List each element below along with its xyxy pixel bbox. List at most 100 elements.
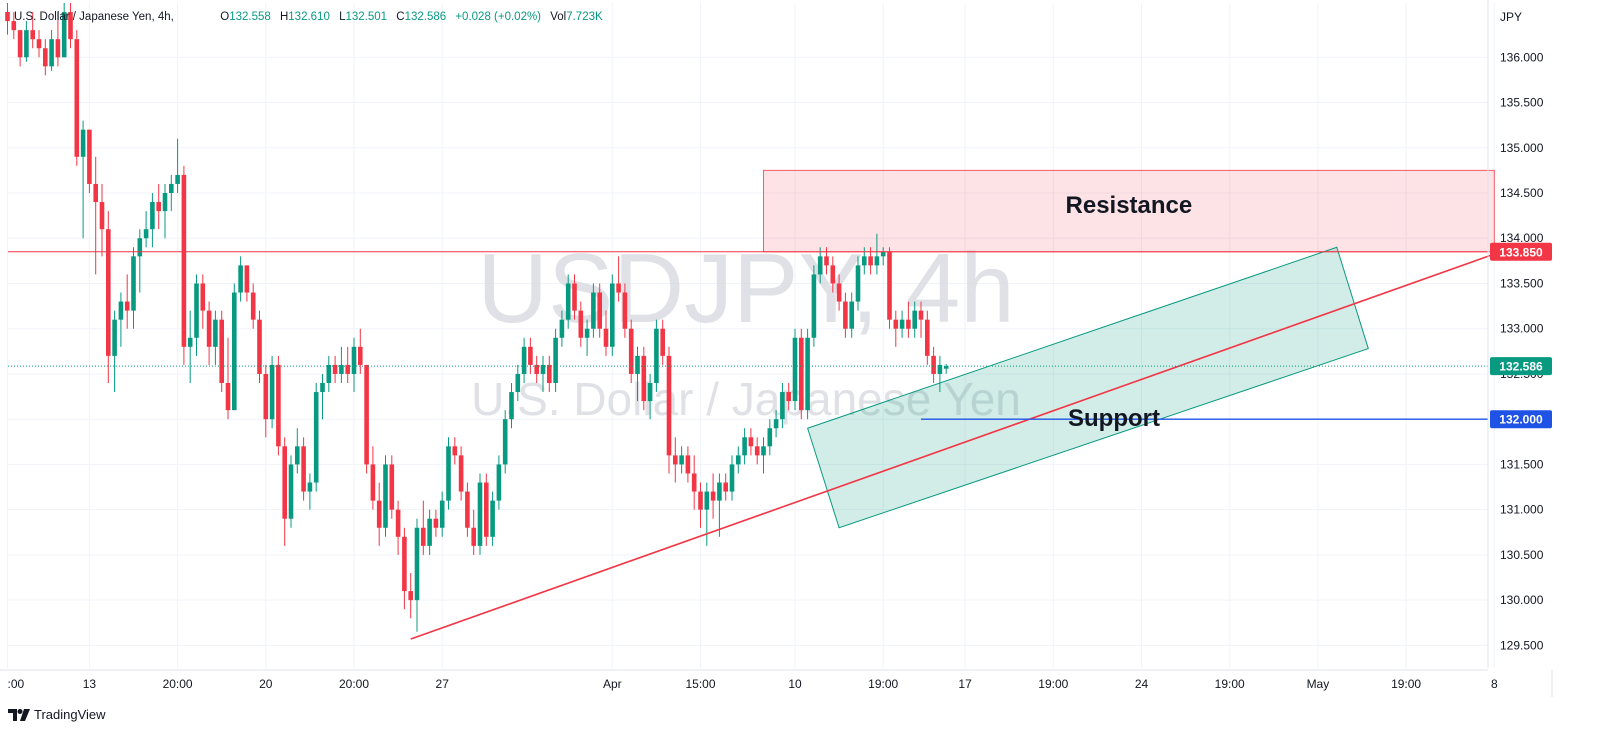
candle-body [509,392,514,420]
candle [74,30,80,166]
x-tick-label: 27 [436,677,450,691]
price-tag-bg [1490,242,1552,261]
candle-body [547,364,552,383]
candle [792,328,798,411]
candle [635,346,640,402]
candle [250,283,256,329]
candle-body [610,283,615,347]
candle [937,355,943,393]
price-axis-tag[interactable]: 132.000 [1490,410,1552,429]
candle-body [24,30,29,58]
candle [131,247,136,329]
candle-body [559,319,565,338]
tradingview-logo-icon [8,708,30,721]
candle-body [534,364,539,374]
candle-body [502,419,508,465]
candle-body [364,364,369,465]
x-tick-label: 8 [1491,677,1498,691]
legend-close-value: 132.586 [404,11,447,23]
candle-body [395,509,401,537]
candle [93,156,98,275]
candle-body [36,39,42,49]
candle-body [830,265,836,284]
candle [307,473,313,510]
candle-body [269,364,275,420]
candle [106,211,111,383]
candle [288,455,294,528]
candle [80,120,86,239]
candle [521,337,527,383]
candle-body [666,355,672,456]
candle [515,364,521,402]
candle [610,274,615,356]
candle-body [515,373,521,393]
candle [244,265,250,302]
legend-symbol[interactable]: U.S. Dollar / Japanese Yen, 4h, [14,11,174,23]
tradingview-footer[interactable]: TradingView [8,707,106,722]
y-tick-label: 135.500 [1500,96,1544,110]
candle [364,364,369,474]
candle-body [647,383,653,402]
candle [326,355,332,393]
candle-body [603,328,609,347]
candle-body [654,328,659,383]
candle [465,482,470,537]
resistance-zone[interactable] [763,169,1495,253]
price-tag-bg [1490,357,1552,376]
candle-body [162,193,168,212]
candle-body [370,464,376,501]
candle [345,346,350,383]
candle-body [150,202,155,230]
candle [736,446,741,474]
candle [843,292,848,338]
candle-body [704,491,710,510]
price-axis-tag[interactable]: 132.586 [1490,357,1552,376]
candle [351,337,357,393]
candle [87,129,92,193]
y-tick-label: 130.500 [1500,548,1544,562]
candle [622,283,628,338]
candle-body [200,283,206,311]
rising-trendline[interactable] [410,251,1501,640]
candle-body [786,392,791,402]
candle [200,274,206,329]
candle-body [925,319,930,356]
candle [647,373,653,420]
candle-body [276,364,281,447]
legend-close-label: C [396,11,405,23]
candle-body [811,274,817,338]
price-axis-tag[interactable]: 133.850 [1490,242,1552,261]
tradingview-brand[interactable]: TradingView [34,707,106,722]
y-tick-label: 133.000 [1500,322,1544,336]
candle [490,491,495,546]
candle-body [553,337,558,383]
x-tick-label: 24 [1135,677,1149,691]
currency-label: JPY [1500,10,1522,24]
drawings-front[interactable]: Resistance Support [8,192,1501,640]
candle-body [679,455,684,465]
y-tick-label: 134.500 [1500,186,1544,200]
candle [213,310,218,365]
y-tick-label: 130.000 [1500,593,1544,607]
drawings[interactable] [763,169,1495,529]
candle-body [868,256,873,266]
y-tick-label: 131.000 [1500,503,1544,517]
candle [849,292,854,338]
candle-body [918,310,924,320]
support-channel[interactable] [806,246,1369,529]
candle [584,319,590,356]
candle-body [288,464,294,519]
candle [458,446,464,501]
candle [572,274,577,320]
candle [414,518,420,632]
candle-body [30,30,35,40]
candle [137,229,143,293]
candle [383,455,388,537]
candle-body [99,202,105,230]
candle [395,500,401,555]
y-tick-label: 134.000 [1500,231,1544,245]
candle [906,301,911,338]
symbol-legend[interactable]: U.S. Dollar / Japanese Yen, 4h, O132.558… [14,11,609,23]
